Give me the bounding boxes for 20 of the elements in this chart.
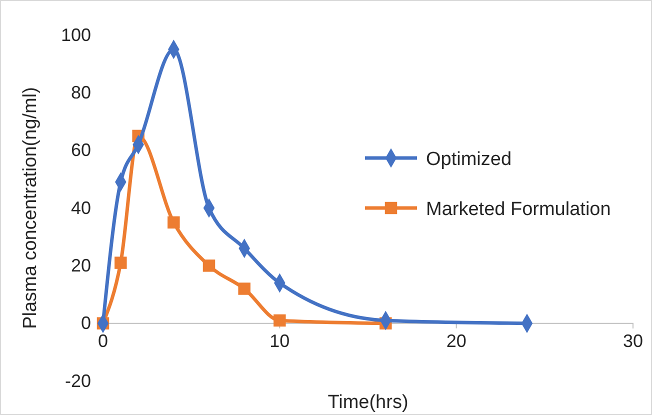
y-axis-title: Plasma concentration(ng/ml) bbox=[20, 87, 41, 329]
point bbox=[202, 260, 216, 272]
x-axis-title: Time(hrs) bbox=[328, 392, 408, 413]
y-tick-label: 40 bbox=[70, 198, 91, 218]
legend-label: Optimized bbox=[426, 149, 512, 170]
x-tick-label: 0 bbox=[98, 331, 108, 352]
point bbox=[274, 314, 286, 327]
point bbox=[168, 216, 180, 229]
x-tick-label: 30 bbox=[622, 331, 644, 352]
point bbox=[114, 256, 127, 269]
y-tick-label: 100 bbox=[60, 24, 91, 45]
y-tick-label: 80 bbox=[70, 82, 91, 102]
y-tick-label: 60 bbox=[70, 140, 91, 160]
point bbox=[238, 282, 250, 295]
y-tick-label: 20 bbox=[70, 255, 91, 276]
x-tick-label: 20 bbox=[446, 331, 466, 352]
x-tick-label: 10 bbox=[270, 331, 290, 352]
y-tick-label: 0 bbox=[80, 313, 91, 334]
y-tick-label: -20 bbox=[64, 370, 91, 391]
legend-label: Marketed Formulation bbox=[426, 199, 611, 220]
